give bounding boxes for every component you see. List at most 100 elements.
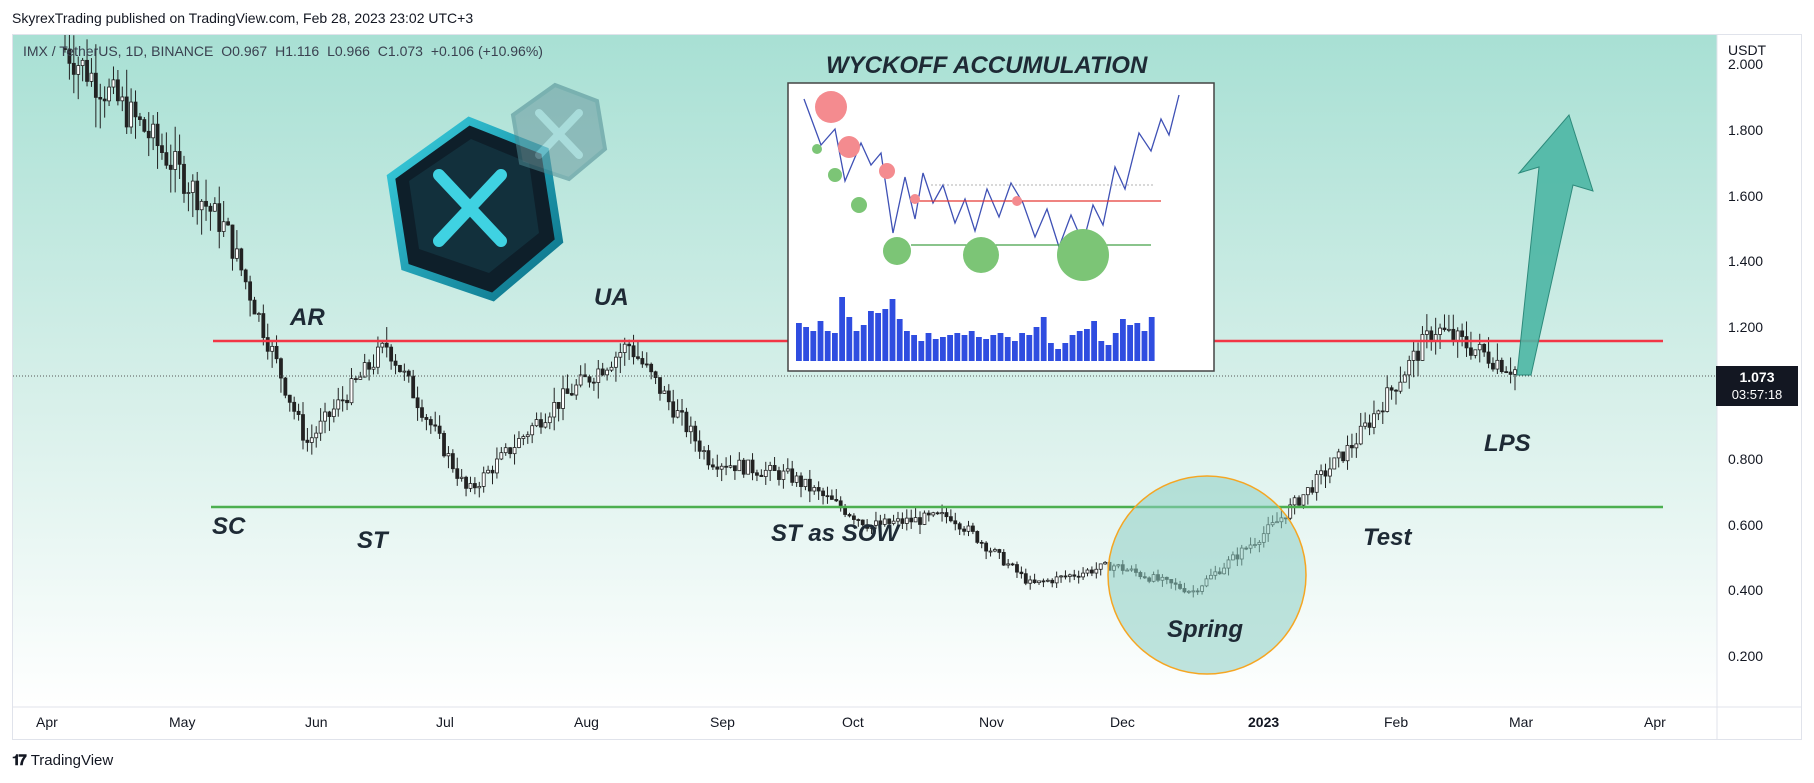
inset-volume-bar [889,299,896,361]
candle-body [367,362,372,370]
candle-body [794,475,799,483]
candle-body [398,364,402,373]
inset-volume-bar [947,335,953,361]
candle-body [697,440,702,452]
chart-frame[interactable]: IMX / TetherUS, 1D, BINANCE O0.967 H1.11… [12,34,1802,740]
candle-body [653,371,658,378]
candle-body [428,419,433,426]
candle-body [124,96,129,128]
candle-body [829,495,834,500]
candle-body [1363,422,1368,427]
candle-body [715,466,720,470]
candle-body [821,490,825,497]
inset-title: WYCKOFF ACCUMULATION [826,52,1148,79]
time-tick-label: May [169,714,196,730]
candle-body [675,410,680,418]
symbol-name[interactable]: IMX / TetherUS, 1D, BINANCE [23,43,214,59]
inset-volume-bar [1012,341,1018,361]
candle-body [257,313,261,315]
candle-body [1358,425,1363,445]
candle-body [1081,572,1085,578]
candle-body [1451,328,1456,342]
candle-body [750,459,755,474]
candle-body [490,469,495,474]
candle-body [107,86,111,102]
inset-volume-bar [860,325,867,361]
candle-body [67,48,72,64]
inset-volume-bar [1084,329,1090,361]
candle-body [671,401,676,418]
candle-body [882,518,887,525]
inset-volume-bar [1105,345,1112,361]
candle-body [327,411,332,417]
price-tick-label: 0.800 [1728,450,1764,467]
candle-body [102,98,107,102]
candle-body [948,516,953,522]
candle-body [1499,359,1504,372]
candle-body [1424,330,1429,335]
candle-body [777,470,781,480]
candle-body [459,476,464,479]
inset-volume-bar [832,333,838,361]
bar-countdown: 03:57:18 [1731,387,1783,402]
candle-body [702,450,706,453]
inset-volume-bar [1120,319,1126,361]
candle-body [406,370,411,377]
candle-body [340,399,345,402]
candle-body [234,248,239,259]
candle-body [517,438,521,448]
candle-body [424,417,429,420]
candle-body [173,151,178,170]
candle-body [1327,468,1332,477]
inset-volume-bar [1062,343,1069,361]
price-axis-currency[interactable]: USDT [1728,42,1767,58]
up-arrow[interactable] [1516,113,1594,376]
candle-body [1019,571,1024,575]
candle-body [464,476,468,489]
price-tick-label: 1.200 [1728,319,1764,336]
ohlc-low: L0.966 [327,43,370,59]
spring-circle[interactable] [1107,475,1307,675]
candle-body [975,531,980,543]
candle-body [1513,369,1517,375]
inset-volume-bar [940,337,946,361]
inset-volume-bar [817,321,824,361]
tradingview-brand[interactable]: 𝟏𝟕 TradingView [12,752,113,769]
symbol-legend[interactable]: IMX / TetherUS, 1D, BINANCE O0.967 H1.11… [23,43,547,59]
candle-body [662,390,667,394]
candle-body [878,520,883,525]
candle-body [138,116,142,120]
candle-body [534,419,539,427]
candle-body [693,425,698,442]
candle-body [226,221,230,226]
time-tick-label: Apr [1644,714,1666,730]
candle-body [1504,371,1509,373]
candle-body [186,192,191,194]
candle-body [142,119,147,132]
candle-body [658,377,662,394]
candle-body [706,450,711,466]
candle-body [649,363,654,373]
candle-body [843,507,847,515]
candle-body [556,402,561,409]
candle-body [1023,573,1028,584]
candle-body [252,299,257,315]
candle-body [168,164,173,170]
inset-volume-bar [904,331,910,361]
inset-volume-bar [1112,333,1119,361]
candle-body [728,465,733,468]
chart-canvas[interactable] [13,35,1802,740]
candle-body [1420,334,1425,361]
candle-body [997,549,1002,553]
imx-logo-small [510,82,608,182]
time-tick-label: Mar [1509,714,1534,730]
candle-body [1314,474,1319,493]
candle-body [274,345,279,360]
candle-body [93,72,98,98]
candle-body [569,393,574,396]
candle-body [614,356,618,368]
candle-body [904,517,909,524]
candle-body [1001,551,1006,566]
label-st-sow: ST as SOW [771,520,900,547]
candle-body [1367,422,1372,428]
